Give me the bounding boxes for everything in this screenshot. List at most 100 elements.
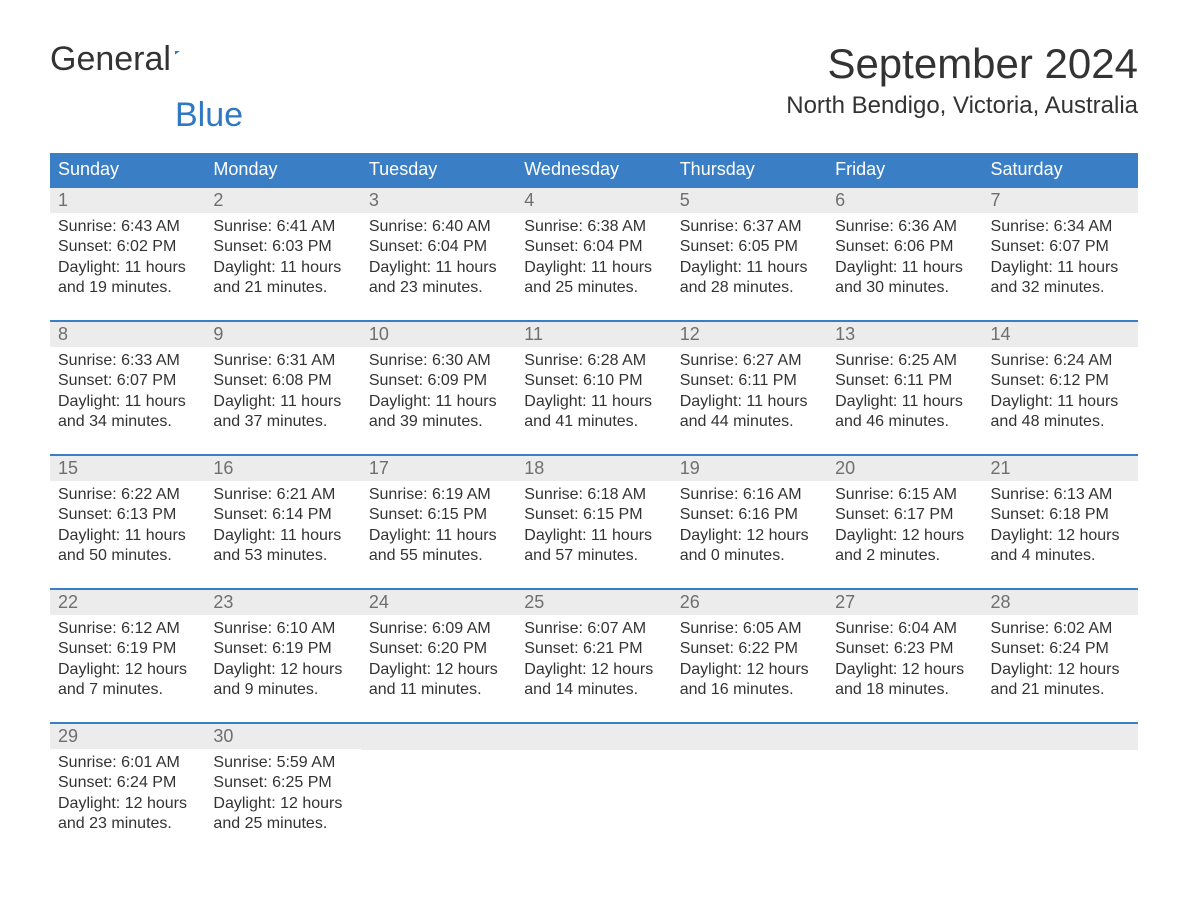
day-cell: 5Sunrise: 6:37 AMSunset: 6:05 PMDaylight… [672, 186, 827, 320]
day-number: 28 [983, 590, 1138, 615]
day-d2: and 46 minutes. [835, 412, 974, 432]
day-sunrise: Sunrise: 6:36 AM [835, 217, 974, 237]
day-number: 12 [672, 322, 827, 347]
day-d2: and 4 minutes. [991, 546, 1130, 566]
day-number: 20 [827, 456, 982, 481]
day-d2: and 30 minutes. [835, 278, 974, 298]
day-cell: 6Sunrise: 6:36 AMSunset: 6:06 PMDaylight… [827, 186, 982, 320]
day-content: Sunrise: 6:37 AMSunset: 6:05 PMDaylight:… [672, 213, 827, 299]
day-d1: Daylight: 11 hours [524, 526, 663, 546]
day-d2: and 7 minutes. [58, 680, 197, 700]
day-d1: Daylight: 11 hours [369, 258, 508, 278]
week-row: 1Sunrise: 6:43 AMSunset: 6:02 PMDaylight… [50, 186, 1138, 320]
day-sunrise: Sunrise: 6:07 AM [524, 619, 663, 639]
day-cell: 18Sunrise: 6:18 AMSunset: 6:15 PMDayligh… [516, 454, 671, 588]
day-sunrise: Sunrise: 6:24 AM [991, 351, 1130, 371]
day-number: 21 [983, 456, 1138, 481]
day-content: Sunrise: 6:07 AMSunset: 6:21 PMDaylight:… [516, 615, 671, 701]
weekday-header: Thursday [672, 153, 827, 186]
day-sunset: Sunset: 6:21 PM [524, 639, 663, 659]
day-sunset: Sunset: 6:20 PM [369, 639, 508, 659]
day-number: 4 [516, 188, 671, 213]
day-d2: and 0 minutes. [680, 546, 819, 566]
calendar: Sunday Monday Tuesday Wednesday Thursday… [50, 153, 1138, 856]
day-number: 30 [205, 724, 360, 749]
day-sunset: Sunset: 6:16 PM [680, 505, 819, 525]
day-d2: and 19 minutes. [58, 278, 197, 298]
day-sunset: Sunset: 6:24 PM [991, 639, 1130, 659]
day-content: Sunrise: 6:19 AMSunset: 6:15 PMDaylight:… [361, 481, 516, 567]
day-d2: and 55 minutes. [369, 546, 508, 566]
day-content: Sunrise: 6:04 AMSunset: 6:23 PMDaylight:… [827, 615, 982, 701]
page: General September 2024 North Bendigo, Vi… [0, 0, 1188, 896]
day-sunset: Sunset: 6:04 PM [369, 237, 508, 257]
day-number [983, 724, 1138, 750]
day-sunrise: Sunrise: 6:15 AM [835, 485, 974, 505]
day-d2: and 9 minutes. [213, 680, 352, 700]
day-d1: Daylight: 11 hours [524, 258, 663, 278]
day-cell: 2Sunrise: 6:41 AMSunset: 6:03 PMDaylight… [205, 186, 360, 320]
day-sunrise: Sunrise: 6:28 AM [524, 351, 663, 371]
day-d2: and 44 minutes. [680, 412, 819, 432]
day-cell: 7Sunrise: 6:34 AMSunset: 6:07 PMDaylight… [983, 186, 1138, 320]
day-d2: and 21 minutes. [991, 680, 1130, 700]
day-sunrise: Sunrise: 6:02 AM [991, 619, 1130, 639]
day-number: 1 [50, 188, 205, 213]
day-sunset: Sunset: 6:13 PM [58, 505, 197, 525]
day-d1: Daylight: 11 hours [835, 392, 974, 412]
day-content: Sunrise: 6:36 AMSunset: 6:06 PMDaylight:… [827, 213, 982, 299]
day-cell [983, 722, 1138, 856]
day-sunrise: Sunrise: 6:41 AM [213, 217, 352, 237]
day-number: 8 [50, 322, 205, 347]
day-d2: and 11 minutes. [369, 680, 508, 700]
day-cell: 12Sunrise: 6:27 AMSunset: 6:11 PMDayligh… [672, 320, 827, 454]
title-block: September 2024 North Bendigo, Victoria, … [786, 40, 1138, 120]
day-sunset: Sunset: 6:02 PM [58, 237, 197, 257]
day-cell: 11Sunrise: 6:28 AMSunset: 6:10 PMDayligh… [516, 320, 671, 454]
day-sunset: Sunset: 6:22 PM [680, 639, 819, 659]
weekday-header: Wednesday [516, 153, 671, 186]
day-sunset: Sunset: 6:19 PM [58, 639, 197, 659]
day-sunrise: Sunrise: 6:37 AM [680, 217, 819, 237]
day-cell: 3Sunrise: 6:40 AMSunset: 6:04 PMDaylight… [361, 186, 516, 320]
day-content: Sunrise: 6:33 AMSunset: 6:07 PMDaylight:… [50, 347, 205, 433]
day-content: Sunrise: 6:43 AMSunset: 6:02 PMDaylight:… [50, 213, 205, 299]
day-content: Sunrise: 6:41 AMSunset: 6:03 PMDaylight:… [205, 213, 360, 299]
day-cell [827, 722, 982, 856]
day-d2: and 14 minutes. [524, 680, 663, 700]
day-cell: 26Sunrise: 6:05 AMSunset: 6:22 PMDayligh… [672, 588, 827, 722]
week-row: 15Sunrise: 6:22 AMSunset: 6:13 PMDayligh… [50, 454, 1138, 588]
day-content: Sunrise: 5:59 AMSunset: 6:25 PMDaylight:… [205, 749, 360, 835]
day-sunset: Sunset: 6:03 PM [213, 237, 352, 257]
day-d1: Daylight: 12 hours [58, 794, 197, 814]
day-number: 9 [205, 322, 360, 347]
day-content: Sunrise: 6:13 AMSunset: 6:18 PMDaylight:… [983, 481, 1138, 567]
day-cell: 20Sunrise: 6:15 AMSunset: 6:17 PMDayligh… [827, 454, 982, 588]
day-sunrise: Sunrise: 5:59 AM [213, 753, 352, 773]
day-sunrise: Sunrise: 6:16 AM [680, 485, 819, 505]
day-d1: Daylight: 12 hours [213, 794, 352, 814]
day-sunrise: Sunrise: 6:21 AM [213, 485, 352, 505]
day-number [516, 724, 671, 750]
day-sunrise: Sunrise: 6:01 AM [58, 753, 197, 773]
day-d2: and 41 minutes. [524, 412, 663, 432]
day-sunrise: Sunrise: 6:34 AM [991, 217, 1130, 237]
day-number: 29 [50, 724, 205, 749]
day-sunset: Sunset: 6:11 PM [835, 371, 974, 391]
day-sunset: Sunset: 6:14 PM [213, 505, 352, 525]
day-cell: 16Sunrise: 6:21 AMSunset: 6:14 PMDayligh… [205, 454, 360, 588]
day-sunset: Sunset: 6:10 PM [524, 371, 663, 391]
day-sunrise: Sunrise: 6:33 AM [58, 351, 197, 371]
day-d1: Daylight: 12 hours [680, 660, 819, 680]
day-sunset: Sunset: 6:25 PM [213, 773, 352, 793]
day-cell: 14Sunrise: 6:24 AMSunset: 6:12 PMDayligh… [983, 320, 1138, 454]
weeks-container: 1Sunrise: 6:43 AMSunset: 6:02 PMDaylight… [50, 186, 1138, 856]
day-cell: 17Sunrise: 6:19 AMSunset: 6:15 PMDayligh… [361, 454, 516, 588]
day-cell: 22Sunrise: 6:12 AMSunset: 6:19 PMDayligh… [50, 588, 205, 722]
day-content: Sunrise: 6:38 AMSunset: 6:04 PMDaylight:… [516, 213, 671, 299]
day-sunset: Sunset: 6:23 PM [835, 639, 974, 659]
day-d1: Daylight: 12 hours [58, 660, 197, 680]
day-content: Sunrise: 6:30 AMSunset: 6:09 PMDaylight:… [361, 347, 516, 433]
day-sunset: Sunset: 6:06 PM [835, 237, 974, 257]
day-d1: Daylight: 12 hours [213, 660, 352, 680]
